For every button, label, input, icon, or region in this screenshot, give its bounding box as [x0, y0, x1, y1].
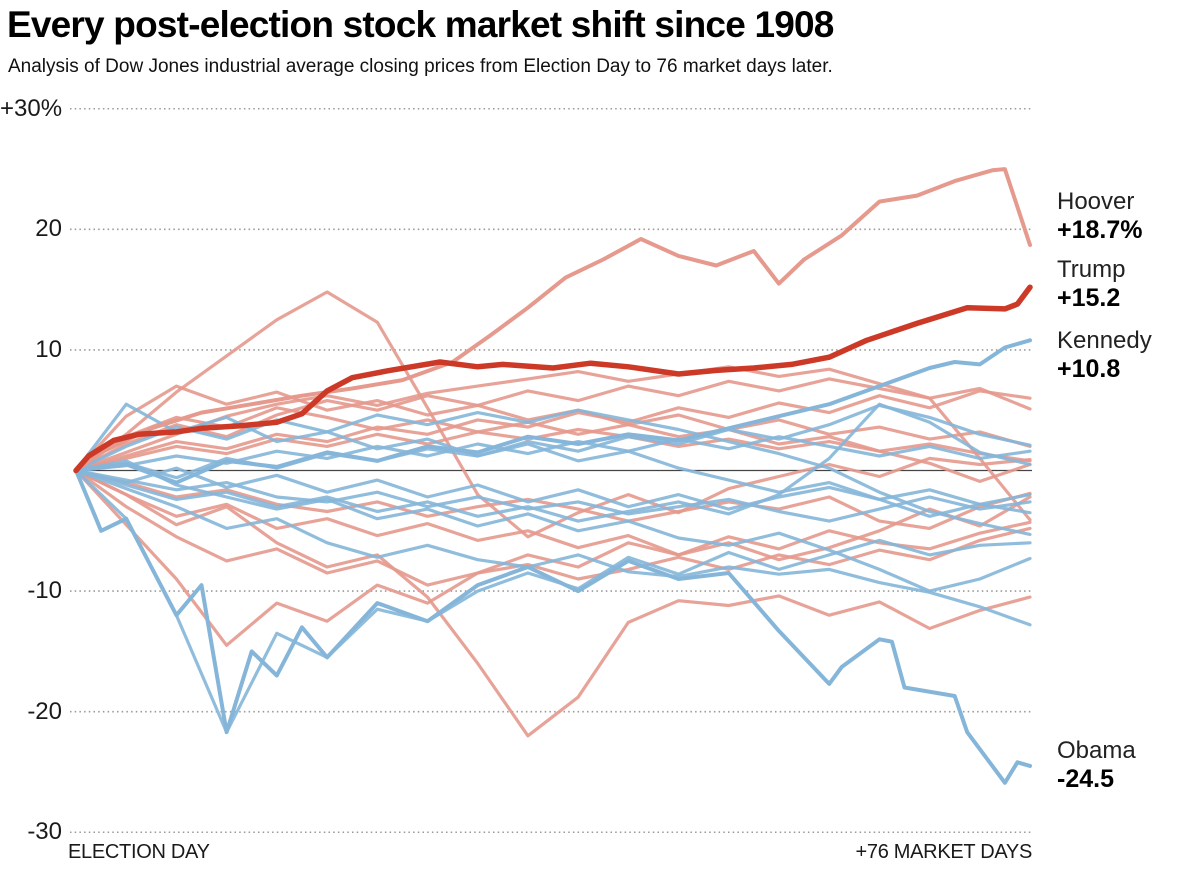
y-tick-label-30: +30%	[0, 94, 63, 122]
series-line-unlabeled-red-steady-rise	[74, 389, 1032, 473]
line-label-hoover-name: Hoover	[1057, 188, 1135, 215]
x-axis-label-right: +76 MARKET DAYS	[855, 841, 1033, 863]
series-line-unlabeled-blue-positive-then-fade	[74, 408, 1032, 537]
series-line-unlabeled-red-mid-negative	[74, 468, 1032, 562]
y-tick-label--30: -30	[27, 818, 62, 846]
y-tick-label--20: -20	[27, 697, 62, 725]
line-label-obama-name: Obama	[1057, 737, 1136, 764]
line-label-hoover-value: +18.7%	[1057, 216, 1143, 245]
series-line-unlabeled-red-upper-band	[74, 377, 1032, 473]
series-line-unlabeled-blue-late-swing	[74, 402, 1032, 523]
y-tick-label--10: -10	[27, 577, 62, 605]
line-label-obama: Obama -24.5	[1057, 737, 1197, 795]
chart-subtitle: Analysis of Dow Jones industrial average…	[8, 56, 833, 77]
series-line-Kennedy	[74, 338, 1032, 485]
y-tick-label-20: 20	[35, 215, 62, 243]
series-line-unlabeled-red-lower-band	[74, 468, 1032, 587]
series-line-Trump	[73, 284, 1033, 474]
line-label-kennedy-name: Kennedy	[1057, 327, 1152, 354]
line-label-trump-value: +15.2	[1057, 284, 1121, 313]
chart-title: Every post-election stock market shift s…	[7, 4, 834, 45]
series-line-unlabeled-blue-shallow-wander	[74, 466, 1032, 511]
series-line-unlabeled-blue-slow-decline	[74, 468, 1032, 627]
series-line-Hoover	[74, 167, 1032, 473]
line-label-kennedy-value: +10.8	[1057, 355, 1121, 384]
series-line-unlabeled-blue-late-dip	[74, 459, 1032, 593]
line-label-kennedy: Kennedy +10.8	[1057, 327, 1197, 385]
x-axis-label-left: ELECTION DAY	[68, 841, 210, 863]
line-label-hoover: Hoover +18.7%	[1057, 188, 1197, 246]
line-label-obama-value: -24.5	[1057, 765, 1114, 794]
series-line-unlabeled-red-early-spike-crash	[74, 290, 1032, 539]
series-line-Obama	[74, 468, 1032, 785]
line-label-trump: Trump +15.2	[1057, 256, 1197, 314]
y-tick-label-10: 10	[35, 335, 62, 363]
series-line-unlabeled-red-late-crash	[74, 365, 1032, 522]
line-label-trump-name: Trump	[1057, 256, 1126, 283]
series-line-unlabeled-red-deep-dip	[74, 468, 1032, 738]
